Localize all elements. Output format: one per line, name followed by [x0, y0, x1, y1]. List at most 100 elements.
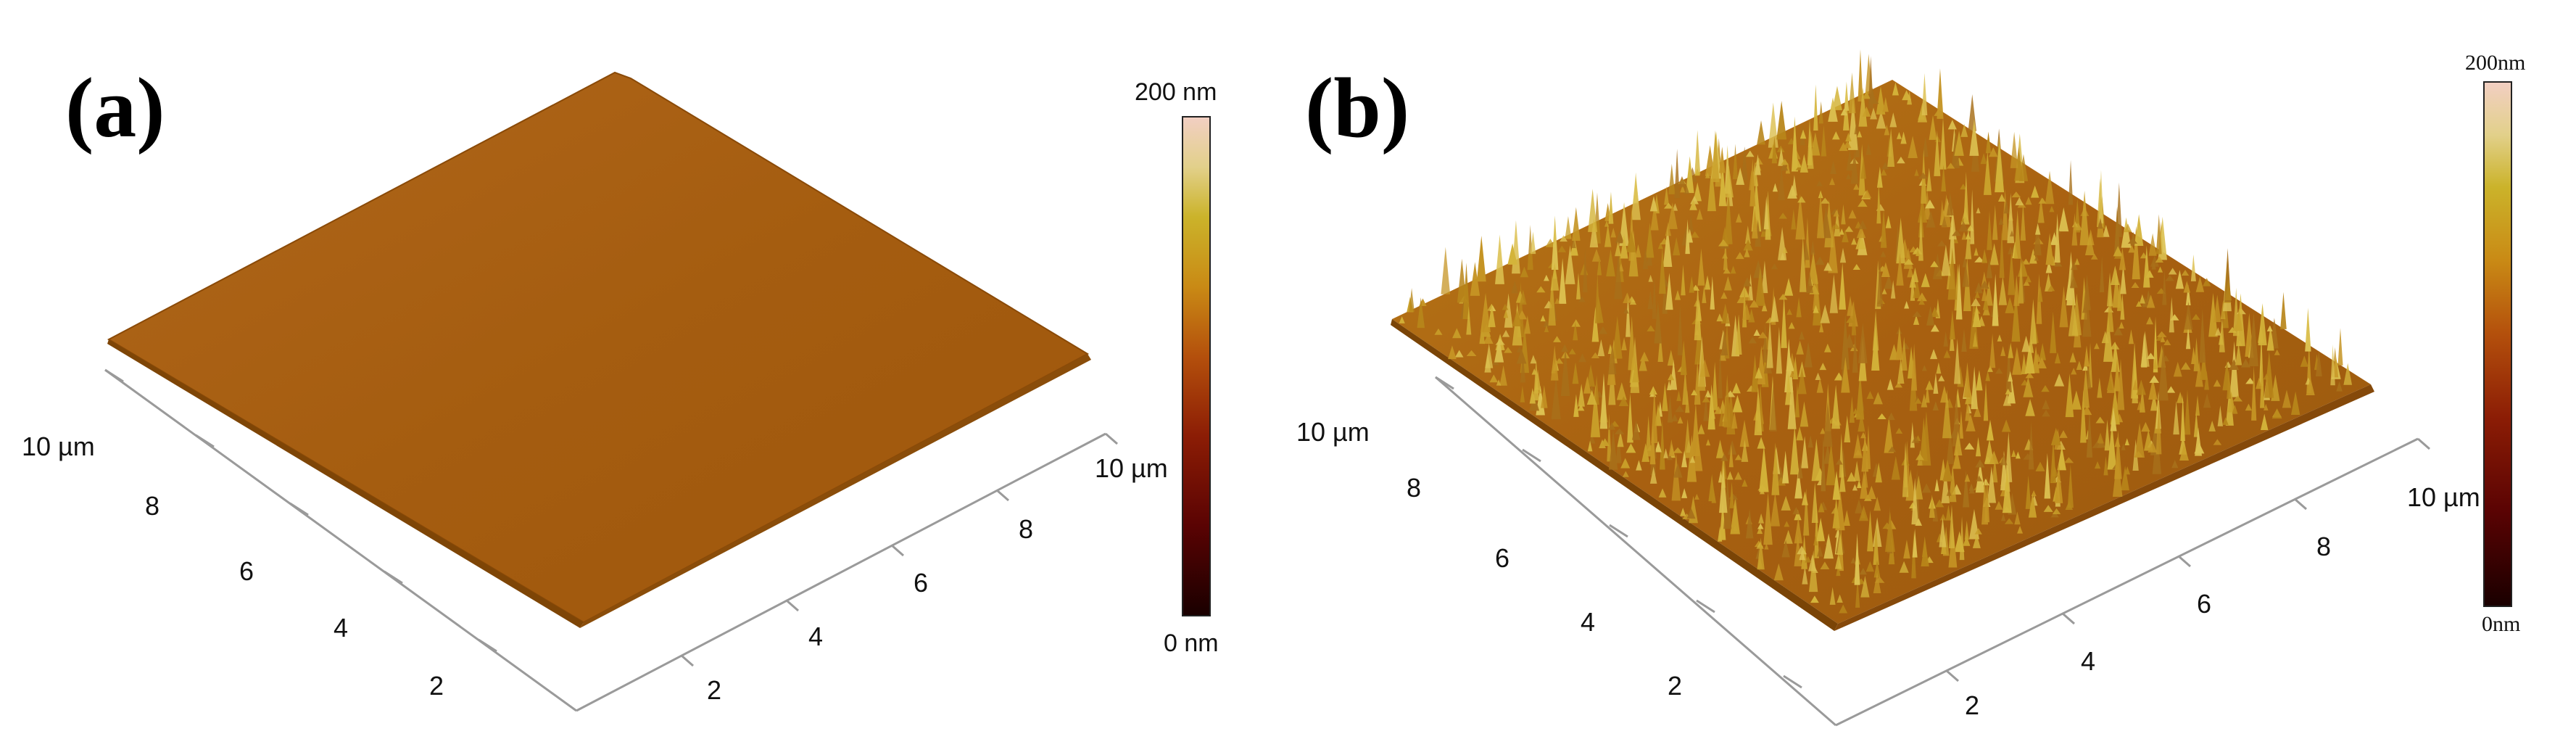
surface-spike — [1554, 297, 1560, 304]
surface-spike — [1915, 518, 1923, 526]
surface-spike — [1594, 375, 1599, 405]
surface-spike — [2066, 278, 2072, 301]
surface-spike — [2235, 308, 2242, 331]
surface-spike — [1854, 533, 1860, 585]
surface-spike — [1543, 320, 1550, 328]
surface-spike — [2042, 409, 2050, 417]
surface-spike — [2051, 466, 2058, 477]
surface-spike — [1674, 289, 1681, 300]
surface-spike — [1942, 389, 1952, 439]
y-tick-8-a: 8 — [145, 491, 160, 521]
surface-spike — [1633, 172, 1639, 204]
surface-spike — [1663, 448, 1668, 458]
surface-spike — [1596, 255, 1602, 276]
surface-spike — [2097, 377, 2103, 398]
surface-spike — [1757, 120, 1765, 145]
surface-spike — [1794, 517, 1802, 544]
surface-spike — [2037, 357, 2047, 369]
scale-min-label-b: 0nm — [2482, 612, 2521, 636]
surface-spike — [1781, 540, 1790, 558]
surface-spike — [1589, 385, 1594, 392]
surface-spike — [1811, 439, 1821, 482]
surface-spike — [1815, 372, 1821, 380]
surface-spike — [2266, 325, 2274, 351]
surface-spike — [1922, 136, 1929, 157]
surface-spike — [1748, 337, 1757, 344]
surface-spike — [2141, 421, 2150, 432]
surface-spike — [2146, 294, 2155, 308]
surface-spike — [1590, 384, 1601, 437]
surface-edge-b — [1391, 319, 1838, 631]
surface-spike — [1921, 73, 1928, 115]
surface-spike — [1735, 212, 1742, 223]
surface-spike — [2084, 345, 2090, 367]
surface-spike — [2184, 302, 2193, 330]
x-tick-4-b: 4 — [2081, 646, 2096, 676]
surface-spike — [2104, 419, 2111, 451]
surface-spike — [1829, 587, 1836, 605]
surface-spike — [1604, 223, 1612, 247]
surface-spike — [2041, 384, 2050, 392]
surface-spike — [1873, 497, 1881, 511]
y-tick-6-a: 6 — [239, 556, 254, 586]
surface-spike — [2054, 352, 2061, 364]
surface-spike — [1755, 266, 1765, 306]
surface-spike — [1591, 306, 1599, 342]
surface-spike — [2106, 377, 2113, 390]
surface-spike — [2049, 205, 2055, 212]
surface-spike — [1858, 199, 1868, 207]
surface-spike — [2023, 376, 2034, 397]
surface-spike — [1647, 325, 1655, 331]
surface-spike — [1793, 158, 1802, 168]
surface-spike — [1664, 186, 1670, 205]
surface-spike — [1839, 142, 1848, 152]
surface-spike — [1748, 308, 1755, 323]
surface-spike — [1629, 299, 1637, 305]
surface-spike — [1720, 303, 1730, 324]
surface-spike — [1876, 110, 1887, 129]
surface-spike — [2173, 400, 2179, 435]
surface-spike — [1839, 604, 1848, 614]
surface-spike — [1799, 236, 1807, 292]
surface-spike — [1520, 385, 1525, 403]
surface-spike — [1974, 291, 1980, 298]
surface-spike — [1606, 249, 1615, 277]
surface-spike — [2045, 233, 2054, 265]
surface-spike — [1586, 389, 1597, 405]
surface-spike — [1694, 130, 1701, 175]
surface-spike — [1610, 228, 1617, 238]
surface-spike — [1645, 416, 1652, 457]
surface-spike — [2005, 388, 2011, 395]
surface-spike — [1911, 343, 1918, 391]
surface-spike — [1865, 142, 1872, 155]
surface-spike — [1794, 382, 1800, 418]
surface-spike — [2245, 377, 2255, 384]
y-tick-6-b: 6 — [1495, 543, 1510, 573]
panel-a-label: (a) — [65, 60, 165, 155]
surface-spike — [1786, 356, 1794, 371]
surface-spike — [2021, 258, 2030, 265]
surface-spike — [1947, 192, 1954, 215]
surface-spike — [2179, 444, 2189, 461]
surface-spike — [1797, 196, 1806, 203]
surface-spike — [2195, 361, 2203, 387]
surface-spike — [1811, 482, 1818, 524]
surface-spike — [1648, 274, 1653, 282]
surface-spike — [1918, 214, 1923, 261]
surface-spike — [2070, 259, 2075, 289]
surface-spike — [1649, 421, 1656, 465]
surface-spike — [1831, 223, 1841, 230]
surface-spike — [2082, 367, 2090, 408]
surface-spike — [1816, 517, 1826, 542]
surface-spike — [1649, 386, 1657, 395]
y-axis-line-b — [1435, 376, 1836, 727]
surface-spike — [1742, 303, 1752, 320]
surface-spike — [1771, 263, 1778, 270]
surface-spike — [1723, 374, 1731, 428]
surface-spike — [1787, 138, 1795, 144]
surface-spike — [1925, 384, 1930, 403]
surface-spike — [2023, 279, 2030, 286]
surface-spike — [2260, 413, 2269, 430]
surface-spike — [1841, 314, 1850, 370]
surface-spike — [1848, 210, 1857, 219]
